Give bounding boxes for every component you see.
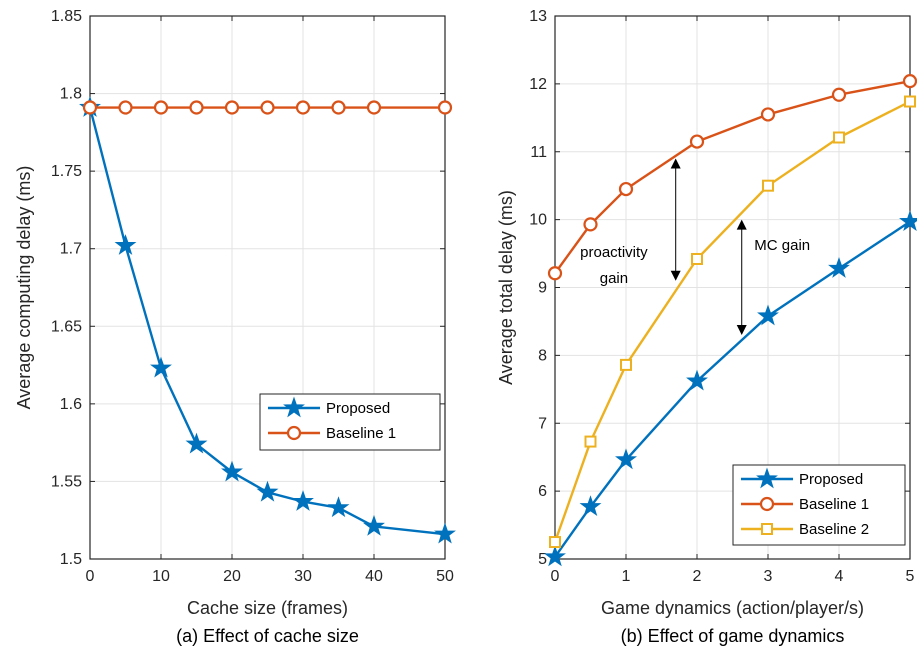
y-axis-label: Average computing delay (ms)	[14, 166, 34, 410]
x-tick-label: 50	[436, 568, 454, 585]
y-tick-label: 1.5	[60, 551, 82, 568]
legend-marker	[288, 427, 300, 439]
y-tick-label: 1.7	[60, 241, 82, 258]
legend-label: Baseline 1	[326, 425, 396, 442]
y-axis-label: Average total delay (ms)	[496, 190, 516, 385]
y-tick-label: 1.55	[51, 473, 82, 490]
data-point	[833, 89, 845, 101]
y-tick-label: 11	[530, 144, 547, 161]
x-tick-label: 2	[693, 568, 702, 585]
legend-label: Proposed	[799, 471, 863, 488]
annotation-label: MC gain	[754, 237, 810, 254]
x-tick-label: 4	[835, 568, 844, 585]
legend-label: Baseline 1	[799, 496, 869, 513]
legend: Proposed Baseline 1 Baseline 2	[733, 465, 905, 545]
legend-marker	[761, 498, 773, 510]
data-point	[333, 102, 345, 114]
legend-label: Proposed	[326, 400, 390, 417]
y-tick-label: 10	[529, 212, 547, 229]
data-point	[84, 102, 96, 114]
data-point	[297, 102, 309, 114]
x-tick-label: 3	[764, 568, 773, 585]
y-tick-label: 9	[538, 280, 547, 297]
data-point	[904, 75, 916, 87]
data-point	[226, 102, 238, 114]
legend: Proposed Baseline 1	[260, 394, 440, 450]
x-tick-label: 10	[152, 568, 170, 585]
data-point	[762, 108, 774, 120]
data-point	[439, 102, 451, 114]
chart-caption: (b) Effect of game dynamics	[621, 626, 845, 646]
data-point	[621, 360, 631, 370]
chart-caption: (a) Effect of cache size	[176, 626, 359, 646]
data-point	[763, 181, 773, 191]
x-tick-label: 0	[86, 568, 95, 585]
annotation-label: proactivity	[580, 244, 648, 261]
y-tick-label: 6	[538, 483, 547, 500]
data-point	[191, 102, 203, 114]
data-point	[905, 97, 915, 107]
annotation-label: gain	[600, 270, 628, 287]
y-tick-label: 13	[529, 8, 547, 25]
data-point	[549, 267, 561, 279]
x-tick-label: 40	[365, 568, 383, 585]
x-tick-label: 5	[906, 568, 915, 585]
chart-a: 0 10 20 30 40 50 1.5 1.55 1.6 1.65 1.7 1.75 1.8 1.85 C…	[14, 8, 455, 646]
data-point	[691, 136, 703, 148]
y-tick-label: 1.65	[51, 318, 82, 335]
data-point	[155, 102, 167, 114]
x-axis-label: Game dynamics (action/player/s)	[601, 598, 864, 618]
y-tick-label: 1.85	[51, 8, 82, 25]
data-point	[585, 218, 597, 230]
y-tick-label: 1.6	[60, 396, 82, 413]
data-point	[692, 254, 702, 264]
y-tick-label: 1.75	[51, 163, 82, 180]
data-point	[262, 102, 274, 114]
y-tick-label: 7	[538, 415, 547, 432]
legend-marker	[762, 524, 772, 534]
y-tick-label: 8	[538, 347, 547, 364]
y-tick-label: 1.8	[60, 86, 82, 103]
x-axis-label: Cache size (frames)	[187, 598, 348, 618]
x-tick-label: 1	[622, 568, 631, 585]
y-tick-label: 12	[529, 76, 547, 93]
data-point	[120, 102, 132, 114]
data-point	[620, 183, 632, 195]
plot-area	[90, 16, 445, 559]
data-point	[834, 132, 844, 142]
data-point	[586, 437, 596, 447]
x-tick-label: 0	[551, 568, 560, 585]
legend-label: Baseline 2	[799, 521, 869, 538]
data-point	[550, 537, 560, 547]
x-tick-label: 30	[294, 568, 312, 585]
data-point	[368, 102, 380, 114]
x-tick-label: 20	[223, 568, 241, 585]
